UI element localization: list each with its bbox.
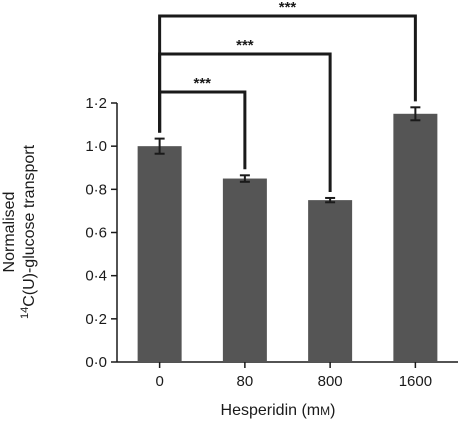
y-axis-label-rest: C(U)-glucose transport xyxy=(21,144,38,306)
y-tick-label: 0·2 xyxy=(85,311,107,328)
y-axis-label-group: Normalised 14C(U)-glucose transport xyxy=(1,144,38,319)
significance-bracket xyxy=(158,14,417,133)
bars xyxy=(137,113,438,363)
bar xyxy=(308,200,353,362)
bar xyxy=(393,113,438,363)
y-tick-label: 0·4 xyxy=(85,268,107,285)
y-tick-label: 0·0 xyxy=(85,354,107,371)
y-tick-label: 1·2 xyxy=(85,95,107,112)
y-axis-label-line2: 14C(U)-glucose transport xyxy=(19,144,38,319)
error-bars xyxy=(154,106,421,204)
x-tick-label: 1600 xyxy=(399,373,432,390)
significance-label: *** xyxy=(279,0,297,16)
bar xyxy=(222,178,267,362)
x-tick-label: 80 xyxy=(237,373,254,390)
x-axis-label: Hesperidin (mM) xyxy=(221,402,336,419)
significance-brackets: *** *** *** xyxy=(158,0,417,192)
y-tick-label: 0·8 xyxy=(85,181,107,198)
bar xyxy=(137,146,182,362)
y-axis-label-superscript: 14 xyxy=(19,307,31,319)
y-tick-label: 1·0 xyxy=(85,138,107,155)
y-axis-label-line1: Normalised xyxy=(1,192,18,273)
x-tick-label: 800 xyxy=(318,373,343,390)
significance-label: *** xyxy=(236,37,254,54)
tick-labels: 0·0 0·2 0·4 0·6 0·8 1·0 1·2 0 80 800 1600 xyxy=(85,95,432,390)
y-tick-label: 0·6 xyxy=(85,225,107,242)
x-tick-label: 0 xyxy=(155,373,163,390)
significance-label: *** xyxy=(193,75,211,92)
